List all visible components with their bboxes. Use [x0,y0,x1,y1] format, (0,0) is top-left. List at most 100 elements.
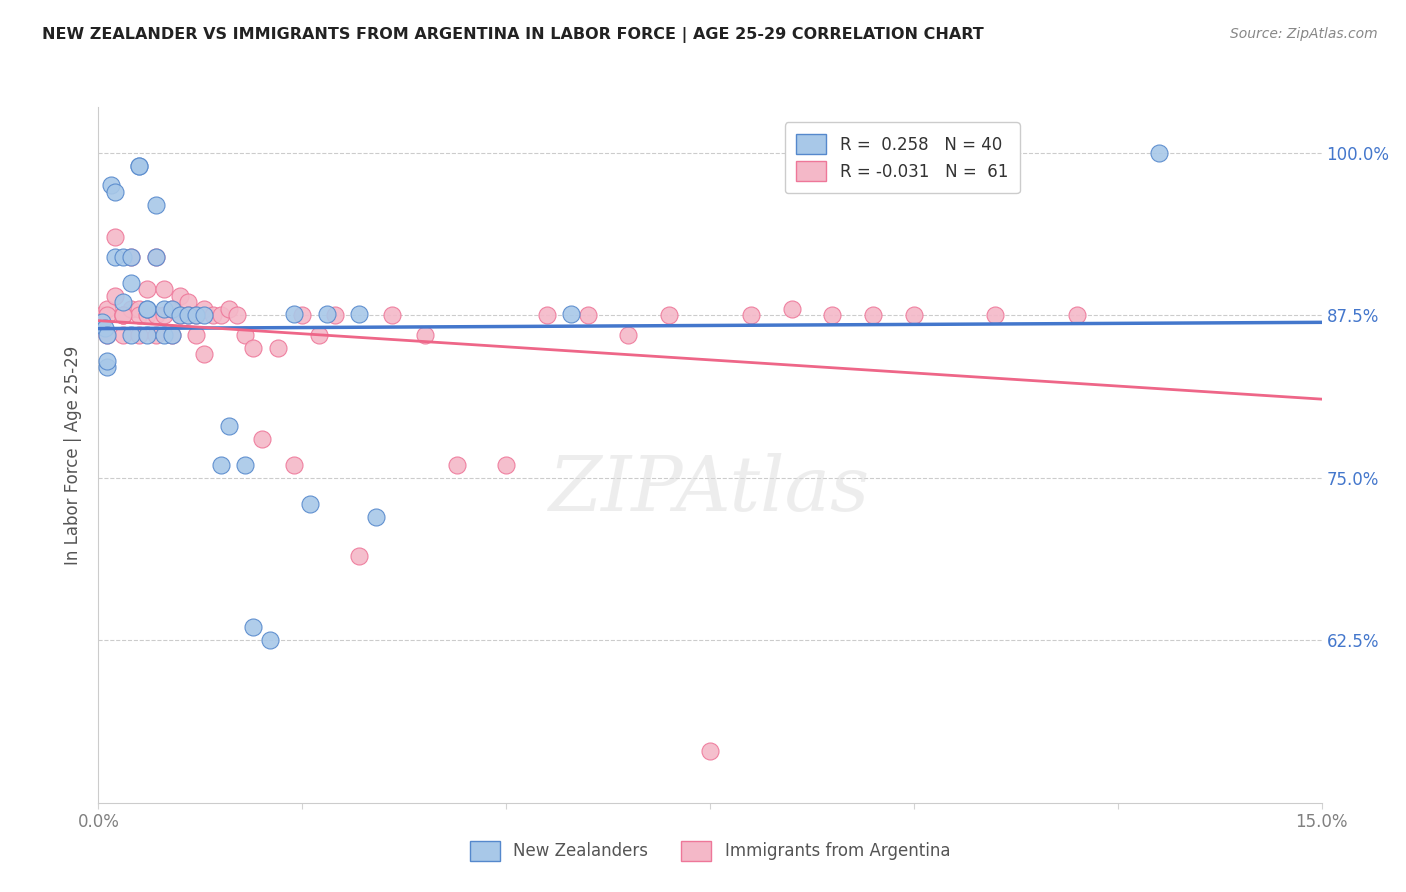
Point [315,307,337,321]
Point [160,327,183,342]
Point [152,301,174,316]
Point [136,301,159,316]
Point [349,549,371,563]
Point [283,307,305,321]
Point [128,308,150,322]
Point [136,282,159,296]
Point [160,327,183,342]
Point [186,308,208,322]
Point [218,301,240,316]
Point [145,250,167,264]
Point [186,308,208,322]
Point [145,250,167,264]
Point [128,159,150,173]
Point [186,327,208,342]
Point [536,308,558,322]
Point [136,327,159,342]
Point [984,308,1007,322]
Point [145,308,167,322]
Point [136,308,159,322]
Point [699,744,721,758]
Point [120,250,142,264]
Point [111,295,134,310]
Point [160,301,183,316]
Point [111,308,134,322]
Point [1066,308,1088,322]
Point [160,301,183,316]
Point [617,327,640,342]
Point [218,418,240,433]
Point [299,497,322,511]
Point [780,301,803,316]
Point [226,308,249,322]
Point [862,308,884,322]
Point [821,308,844,322]
Point [91,308,114,322]
Point [177,308,200,322]
Point [152,327,174,342]
Point [111,308,134,322]
Point [120,276,142,290]
Point [233,458,256,472]
Point [111,250,134,264]
Point [152,282,174,296]
Point [495,458,517,472]
Point [209,308,232,322]
Point [104,250,127,264]
Point [250,432,273,446]
Point [381,308,404,322]
Text: Source: ZipAtlas.com: Source: ZipAtlas.com [1230,27,1378,41]
Point [177,295,200,310]
Point [96,301,118,316]
Point [658,308,681,322]
Point [308,327,330,342]
Point [413,327,436,342]
Point [233,327,256,342]
Point [120,301,142,316]
Text: ZIPAtlas: ZIPAtlas [550,453,870,526]
Point [96,327,118,342]
Point [100,178,122,192]
Point [560,307,582,321]
Point [136,301,159,316]
Point [349,307,371,321]
Point [94,321,117,335]
Point [120,250,142,264]
Point [193,301,215,316]
Point [111,308,134,322]
Point [104,288,127,302]
Point [91,315,114,329]
Text: NEW ZEALANDER VS IMMIGRANTS FROM ARGENTINA IN LABOR FORCE | AGE 25-29 CORRELATIO: NEW ZEALANDER VS IMMIGRANTS FROM ARGENTI… [42,27,984,43]
Point [193,347,215,361]
Point [104,185,127,199]
Point [96,360,118,375]
Point [740,308,762,322]
Point [242,620,264,634]
Point [120,327,142,342]
Point [576,308,599,322]
Point [291,308,314,322]
Point [152,308,174,322]
Point [177,308,200,322]
Point [96,353,118,368]
Point [169,288,191,302]
Point [145,197,167,211]
Point [446,458,468,472]
Point [145,327,167,342]
Point [323,308,346,322]
Point [267,341,290,355]
Point [1147,145,1170,160]
Y-axis label: In Labor Force | Age 25-29: In Labor Force | Age 25-29 [65,345,83,565]
Point [111,327,134,342]
Point [259,633,281,648]
Point [96,308,118,322]
Point [193,308,215,322]
Point [128,327,150,342]
Point [169,308,191,322]
Point [364,509,387,524]
Point [903,308,925,322]
Point [128,301,150,316]
Point [169,308,191,322]
Point [283,458,305,472]
Point [96,327,118,342]
